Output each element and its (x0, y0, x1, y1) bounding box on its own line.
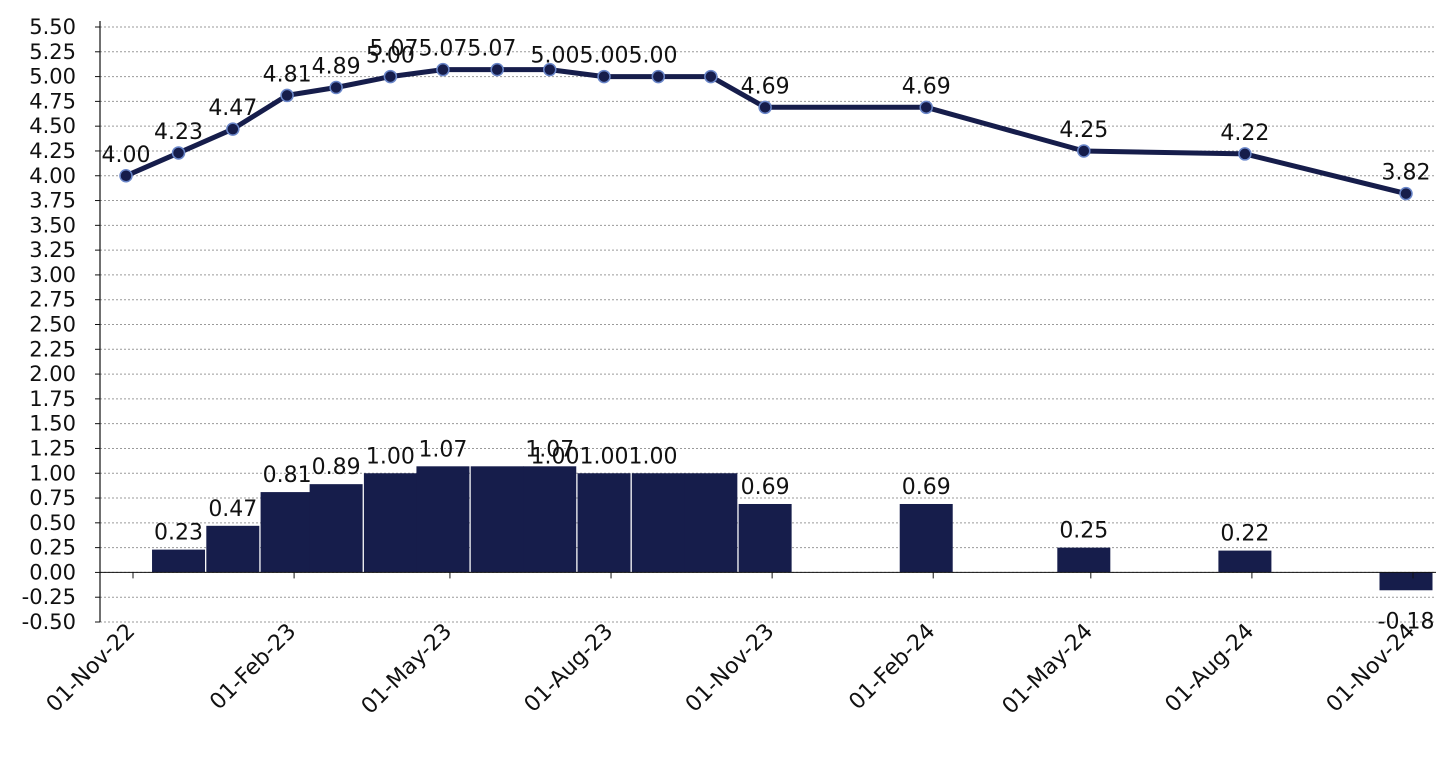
y-tick-label: -0.25 (22, 585, 76, 609)
x-tick-label: 01-Nov-24 (1322, 619, 1420, 717)
line-marker (490, 62, 504, 77)
bar (1379, 572, 1433, 591)
x-tick-label: 01-Feb-24 (844, 619, 940, 715)
y-tick-label: 3.50 (29, 213, 76, 237)
y-tick-label: 0.75 (29, 486, 76, 510)
bar-data-label: 0.23 (154, 521, 203, 546)
bar-data-label: 1.00 (366, 444, 415, 469)
line-marker (651, 69, 666, 84)
y-tick-label: 0.50 (29, 511, 76, 535)
bar-data-label: -0.18 (1378, 609, 1435, 634)
y-tick-label: 3.00 (29, 263, 76, 287)
bar (523, 466, 577, 573)
line-data-label: 5.005.005.00 (531, 44, 678, 69)
line-data-label: 4.69 (902, 74, 951, 99)
bar (577, 473, 631, 573)
y-tick-label: 4.75 (29, 89, 76, 113)
y-tick-label: 1.75 (29, 387, 76, 411)
bar (1057, 547, 1111, 573)
line-marker (226, 122, 240, 136)
line-data-label: 4.69 (741, 74, 790, 99)
line-marker (436, 62, 450, 77)
x-tick-label: 01-Feb-23 (205, 619, 301, 715)
line-data-label: 4.22 (1220, 121, 1269, 146)
bar (416, 466, 470, 573)
y-tick-label: -0.50 (22, 610, 76, 634)
x-tick-label: 01-May-23 (357, 619, 457, 719)
bar-data-label: 0.89 (312, 455, 361, 480)
y-tick-label: 4.50 (29, 114, 76, 138)
line-marker (1077, 144, 1091, 158)
line-marker (704, 69, 718, 84)
bar (470, 466, 524, 573)
bar-data-label: 1.07 (418, 437, 467, 462)
bar (152, 549, 206, 573)
line-marker (1399, 186, 1413, 201)
line-marker (383, 69, 398, 84)
line-data-label: 4.23 (154, 120, 203, 145)
bar-data-label: 1.001.001.00 (531, 444, 678, 469)
line-marker (919, 100, 933, 115)
y-tick-label: 0.25 (29, 536, 76, 560)
line-marker (119, 169, 133, 183)
bar (631, 473, 685, 573)
bar (684, 473, 738, 573)
bar-data-label: 1.07 (525, 437, 574, 462)
bar (206, 525, 260, 573)
y-tick-label: 3.75 (29, 189, 76, 213)
line-marker (280, 88, 294, 103)
line-data-label: 4.47 (208, 96, 257, 121)
bar (1218, 550, 1272, 573)
y-tick-label: 2.00 (29, 362, 76, 386)
line-data-label: 5.075.075.07 (369, 37, 516, 62)
y-tick-label: 4.25 (29, 139, 76, 163)
y-tick-label: 5.25 (29, 40, 76, 64)
bar-data-label: 0.69 (902, 475, 951, 500)
line-marker (542, 62, 557, 77)
x-tick-label: 01-May-24 (998, 619, 1098, 719)
line-data-label: 4.25 (1059, 118, 1108, 143)
bar-data-label: 0.81 (263, 463, 312, 488)
line-data-label: 4.89 (312, 54, 361, 79)
bar (738, 503, 792, 573)
line-marker (1238, 147, 1252, 161)
y-tick-label: 5.00 (29, 65, 76, 89)
y-tick-label: 2.75 (29, 288, 76, 312)
y-tick-label: 0.00 (29, 560, 76, 584)
line-marker (171, 146, 186, 160)
y-tick-label: 4.00 (29, 164, 76, 188)
line-data-label: 3.82 (1382, 161, 1431, 186)
bar-data-label: 0.25 (1059, 519, 1108, 544)
bar-data-label: 0.47 (208, 497, 257, 522)
x-tick-label: 01-Nov-23 (681, 619, 779, 717)
line-marker (758, 100, 772, 115)
bar-data-label: 0.69 (741, 475, 790, 500)
x-tick-label: 01-Aug-23 (520, 619, 619, 718)
y-tick-label: 1.25 (29, 436, 76, 460)
x-tick-label: 01-Aug-24 (1161, 619, 1260, 718)
bar (309, 484, 363, 573)
y-tick-label: 2.25 (29, 337, 76, 361)
y-tick-label: 2.50 (29, 313, 76, 337)
line-marker (329, 80, 343, 95)
bar (899, 503, 953, 573)
line-data-label: 4.00 (102, 143, 151, 168)
bar-data-label: 0.22 (1220, 522, 1269, 547)
y-tick-label: 5.50 (29, 15, 76, 39)
line-marker (597, 69, 611, 84)
bar (260, 492, 314, 573)
y-tick-label: 3.25 (29, 238, 76, 262)
y-tick-label: 1.50 (29, 412, 76, 436)
y-tick-label: 1.00 (29, 461, 76, 485)
bar (363, 473, 417, 573)
line-data-label: 4.81 (263, 62, 312, 87)
line-data-label: 5.00 (366, 44, 415, 69)
